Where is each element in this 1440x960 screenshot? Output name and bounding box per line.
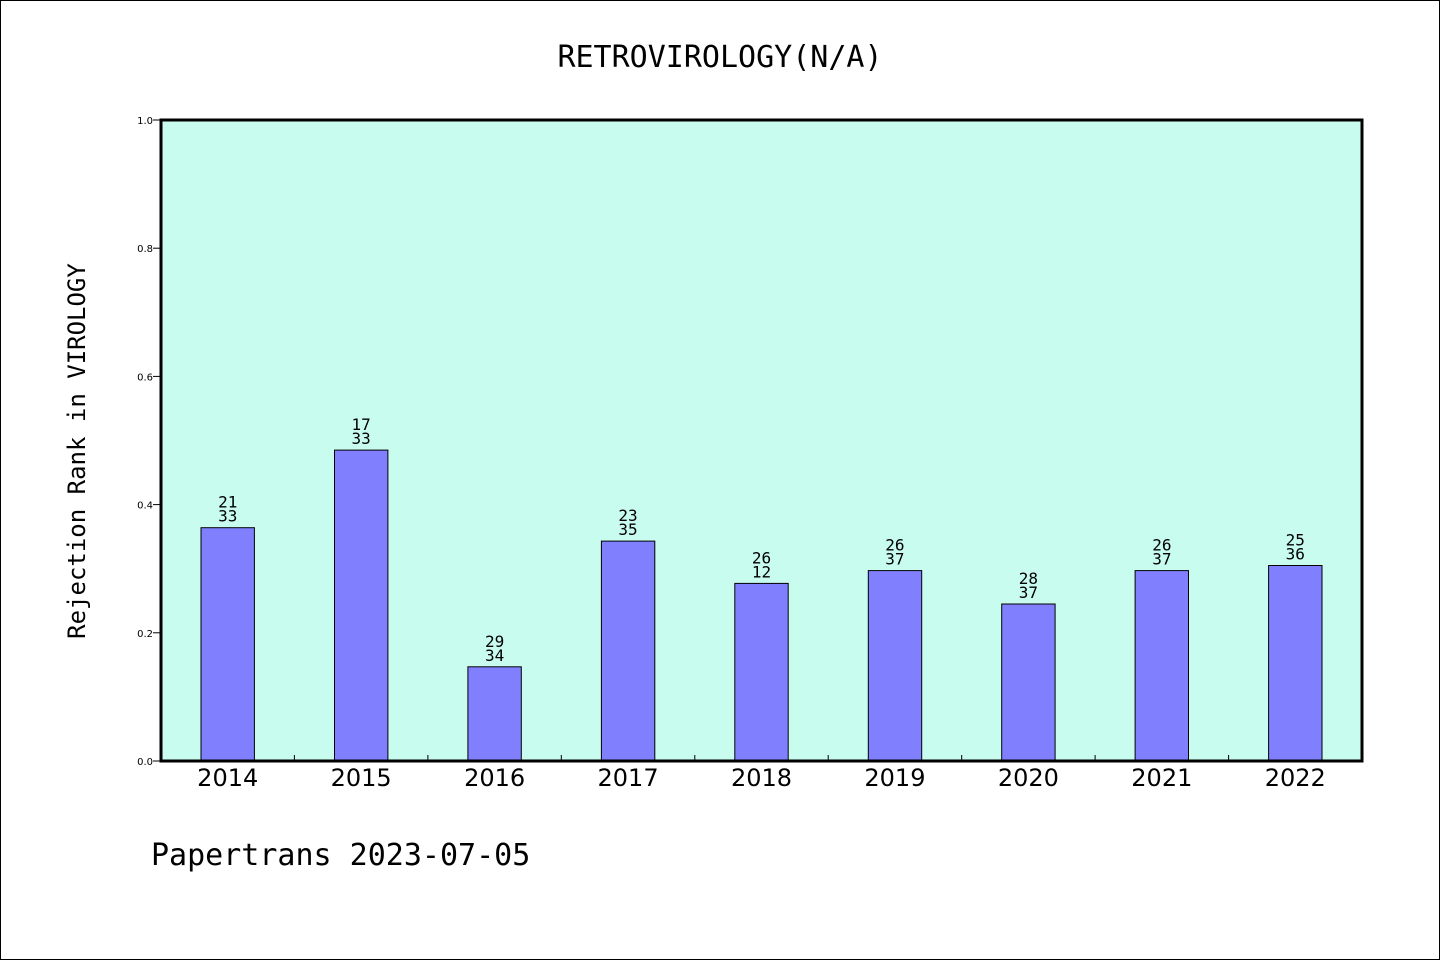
y-tick-label: 0.0 bbox=[137, 757, 153, 768]
y-tick-label: 0.6 bbox=[137, 372, 153, 383]
x-tick-label-2021: 2021 bbox=[1131, 764, 1192, 792]
y-tick-label: 1.0 bbox=[137, 116, 153, 127]
bar-label-top-2018: 26 bbox=[752, 548, 771, 567]
y-tick-label: 0.2 bbox=[137, 629, 153, 640]
bar-label-bottom-2014: 33 bbox=[218, 507, 237, 526]
bar-2019 bbox=[867, 570, 923, 762]
bar-2016 bbox=[467, 666, 522, 762]
bar-label-bottom-2020: 37 bbox=[1019, 583, 1038, 602]
x-tick-label-2016: 2016 bbox=[464, 764, 525, 792]
bar-label-top-2015: 17 bbox=[352, 415, 371, 434]
x-tick-label-2014: 2014 bbox=[197, 764, 258, 792]
bar-label-top-2017: 23 bbox=[618, 506, 637, 525]
y-tick-label: 0.4 bbox=[137, 501, 153, 512]
x-tick-label-2020: 2020 bbox=[998, 764, 1059, 792]
bar-label-bottom-2019: 37 bbox=[885, 550, 904, 569]
ticks-layer: 2014 2015 2016 2017 2018 2019 2020 2021 2022 0.0 0… bbox=[137, 116, 1326, 792]
bar-label-bottom-2018: 12 bbox=[752, 562, 771, 581]
y-axis-label: Rejection Rank in VIROLOGY bbox=[63, 263, 91, 639]
bar-2014 bbox=[200, 527, 255, 762]
bar-label-bottom-2021: 37 bbox=[1152, 550, 1171, 569]
bar-label-bottom-2016: 34 bbox=[485, 646, 504, 665]
bar-2022 bbox=[1268, 565, 1323, 762]
y-tick-label: 0.8 bbox=[137, 244, 153, 255]
bar-label-top-2021: 26 bbox=[1152, 536, 1171, 555]
bar-label-top-2022: 25 bbox=[1286, 531, 1305, 550]
plot-border bbox=[159, 118, 1364, 763]
x-tick-label-2015: 2015 bbox=[331, 764, 392, 792]
bar-label-top-2016: 29 bbox=[485, 632, 504, 651]
bar-label-bottom-2017: 35 bbox=[618, 520, 637, 539]
x-tick-label-2017: 2017 bbox=[598, 764, 659, 792]
bar-label-top-2014: 21 bbox=[218, 493, 237, 512]
bar-label-bottom-2015: 33 bbox=[352, 429, 371, 448]
x-tick-label-2022: 2022 bbox=[1265, 764, 1326, 792]
x-tick-label-2018: 2018 bbox=[731, 764, 792, 792]
bar-label-bottom-2022: 36 bbox=[1286, 545, 1305, 564]
bar-2020 bbox=[1001, 603, 1056, 762]
bar-2018 bbox=[734, 582, 789, 762]
x-tick-label-2019: 2019 bbox=[864, 764, 925, 792]
bar-label-top-2019: 26 bbox=[885, 536, 904, 555]
chart-title: RETROVIROLOGY(N/A) bbox=[557, 40, 882, 75]
bar-2017 bbox=[600, 540, 656, 762]
bar-2015 bbox=[334, 449, 389, 762]
bar-2021 bbox=[1134, 570, 1189, 762]
bar-label-top-2020: 28 bbox=[1019, 569, 1038, 588]
footer-watermark: Papertrans 2023-07-05 bbox=[151, 838, 530, 873]
